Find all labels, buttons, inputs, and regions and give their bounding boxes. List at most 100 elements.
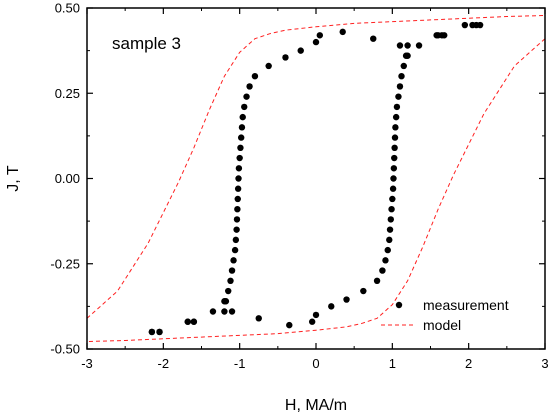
measurement-point <box>312 311 320 319</box>
measurement-point <box>237 134 245 141</box>
measurement-point <box>235 175 242 182</box>
measurement-point <box>328 303 335 310</box>
measurement-point <box>233 226 240 233</box>
measurement-point <box>396 42 404 49</box>
measurement-point <box>388 205 395 213</box>
measurement-point <box>382 257 389 264</box>
measurement-point <box>221 308 228 315</box>
measurement-point <box>391 144 398 152</box>
measurement-point <box>234 185 242 192</box>
measurement-point <box>234 195 241 203</box>
measurement-point <box>238 124 246 131</box>
legend-model-label: model <box>423 317 461 333</box>
measurement-point <box>232 236 240 244</box>
measurement-point <box>222 298 230 305</box>
y-tick-label: 0.00 <box>55 171 80 186</box>
measurement-point <box>415 42 423 49</box>
measurement-point <box>387 216 395 223</box>
measurement-point <box>400 62 407 70</box>
plot-frame <box>86 7 546 350</box>
y-axis-title: J, T <box>5 165 22 192</box>
measurement-point <box>434 32 442 39</box>
measurement-point <box>312 38 320 46</box>
measurement-point <box>476 21 484 29</box>
measurement-point <box>390 175 397 182</box>
measurement-point <box>396 83 404 90</box>
measurement-point <box>390 165 398 172</box>
legend-measurement-label: measurement <box>423 297 509 313</box>
measurement-point <box>286 321 293 329</box>
x-tick-labels: -3 -2 -1 0 1 2 3 <box>81 356 548 371</box>
measurement-point <box>227 277 234 284</box>
measurement-point <box>308 318 316 325</box>
measurement-point <box>392 124 399 131</box>
x-tick-label: 1 <box>389 356 396 371</box>
measurement-point <box>384 246 391 254</box>
measurement-point <box>370 35 377 42</box>
measurement-point <box>190 318 198 325</box>
y-tick-label: -0.50 <box>50 342 80 357</box>
measurement-point <box>393 103 401 111</box>
x-tick-label: -1 <box>234 356 246 371</box>
measurement-point <box>469 21 476 29</box>
measurement-point <box>231 246 239 254</box>
measurement-point <box>236 154 243 162</box>
legend: measurement model <box>381 297 509 333</box>
x-tick-label: 3 <box>541 356 548 371</box>
x-tick-label: 0 <box>312 356 319 371</box>
y-tick-label: -0.25 <box>50 256 80 271</box>
measurement-point <box>282 54 289 61</box>
x-tick-label: 2 <box>465 356 472 371</box>
sample-annotation: sample 3 <box>112 34 181 53</box>
measurement-point <box>391 134 399 141</box>
measurement-point <box>391 154 398 162</box>
measurement-point <box>379 267 386 274</box>
measurement-point <box>389 185 397 192</box>
measurement-point <box>241 103 248 111</box>
measurement-point <box>398 73 405 80</box>
measurement-point <box>386 236 393 244</box>
measurement-point <box>392 113 400 121</box>
measurement-point <box>184 318 191 325</box>
measurement-point <box>255 315 262 322</box>
measurement-point <box>246 83 253 90</box>
measurement-point <box>230 257 237 264</box>
measurement-point <box>237 144 244 152</box>
measurement-point <box>343 296 350 303</box>
measurement-point <box>209 308 217 315</box>
measurement-point <box>225 287 232 295</box>
measurement-point <box>373 277 381 284</box>
y-tick-label: 0.25 <box>55 86 80 101</box>
measurement-point <box>339 28 346 36</box>
plot-series <box>86 15 546 342</box>
y-tick-labels: -0.50 -0.25 0.00 0.25 0.50 <box>50 1 80 357</box>
measurement-point <box>235 165 243 172</box>
measurement-point <box>360 287 367 295</box>
y-tick-label: 0.50 <box>55 1 80 16</box>
model-curve <box>86 15 546 319</box>
measurement-point <box>461 21 469 29</box>
measurement-point <box>386 226 394 233</box>
measurement-point <box>395 93 402 100</box>
measurement-point <box>156 328 163 336</box>
measurement-point <box>297 47 304 54</box>
measurement-point <box>251 73 259 80</box>
measurement-point <box>404 52 411 59</box>
model-curve <box>86 38 546 342</box>
legend-measurement-marker <box>395 301 403 309</box>
measurement-point <box>316 32 324 39</box>
x-tick-label: -2 <box>158 356 170 371</box>
measurement-point <box>404 42 411 49</box>
measurement-point <box>389 195 396 203</box>
measurement-point <box>243 93 250 100</box>
measurement-point <box>228 267 236 274</box>
measurement-point <box>265 62 272 70</box>
x-tick-label: -3 <box>81 356 93 371</box>
measurement-point <box>239 113 246 121</box>
measurement-point <box>234 205 241 213</box>
measurement-point <box>148 328 156 336</box>
measurement-point <box>228 308 236 315</box>
measurement-point <box>441 32 448 39</box>
measurement-point <box>233 216 241 223</box>
